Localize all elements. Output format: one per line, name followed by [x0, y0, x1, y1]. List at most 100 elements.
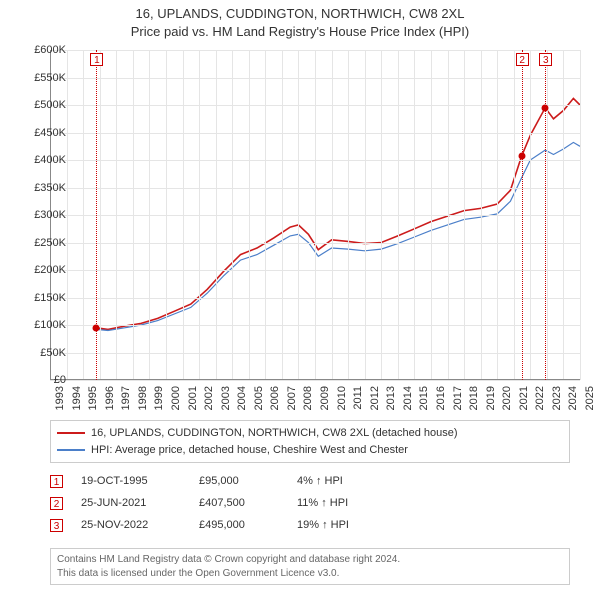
chart-container: 16, UPLANDS, CUDDINGTON, NORTHWICH, CW8 … [0, 0, 600, 590]
legend-swatch [57, 449, 85, 451]
x-tick-label: 2006 [269, 386, 281, 410]
grid-line-v [381, 50, 382, 380]
grid-line-v [464, 50, 465, 380]
grid-line-v [166, 50, 167, 380]
grid-line-v [348, 50, 349, 380]
chart-plot-area: 1 23 [50, 50, 580, 380]
grid-line-v [282, 50, 283, 380]
x-tick-label: 2016 [435, 386, 447, 410]
x-tick-label: 2007 [286, 386, 298, 410]
sales-row-marker: 1 [50, 475, 63, 488]
grid-line-v [530, 50, 531, 380]
sale-marker-box: 3 [539, 53, 552, 66]
legend-row: HPI: Average price, detached house, Ches… [57, 442, 563, 459]
sales-row-price: £495,000 [199, 519, 279, 531]
x-tick-label: 2018 [468, 386, 480, 410]
sales-table: 119-OCT-1995£95,0004% ↑ HPI225-JUN-2021£… [50, 470, 570, 536]
grid-line-v [265, 50, 266, 380]
sales-row-date: 25-JUN-2021 [81, 497, 181, 509]
sales-row-marker: 3 [50, 519, 63, 532]
x-tick-label: 2023 [551, 386, 563, 410]
x-tick-label: 2004 [236, 386, 248, 410]
x-tick-label: 2015 [418, 386, 430, 410]
x-tick-label: 1997 [120, 386, 132, 410]
y-tick-label: £450K [22, 127, 66, 139]
sales-row-price: £407,500 [199, 497, 279, 509]
sale-marker-box: 2 [516, 53, 529, 66]
grid-line-v [298, 50, 299, 380]
x-tick-label: 1999 [153, 386, 165, 410]
y-tick-label: £150K [22, 292, 66, 304]
y-tick-label: £200K [22, 264, 66, 276]
y-tick-label: £100K [22, 319, 66, 331]
x-tick-label: 2021 [518, 386, 530, 410]
x-tick-label: 2011 [352, 386, 364, 410]
sales-row: 325-NOV-2022£495,00019% ↑ HPI [50, 514, 570, 536]
x-tick-label: 2000 [170, 386, 182, 410]
sales-row-delta: 11% ↑ HPI [297, 497, 377, 509]
legend: 16, UPLANDS, CUDDINGTON, NORTHWICH, CW8 … [50, 420, 570, 463]
grid-line-v [216, 50, 217, 380]
sale-marker-dot [518, 152, 525, 159]
x-tick-label: 2001 [187, 386, 199, 410]
x-tick-label: 2002 [203, 386, 215, 410]
sales-row-delta: 4% ↑ HPI [297, 475, 377, 487]
x-tick-label: 2022 [534, 386, 546, 410]
grid-line-v [100, 50, 101, 380]
grid-line-v [365, 50, 366, 380]
x-tick-label: 2014 [402, 386, 414, 410]
grid-line-v [149, 50, 150, 380]
grid-line-h [50, 380, 580, 381]
series-line [96, 142, 580, 330]
y-tick-label: £600K [22, 44, 66, 56]
grid-line-v [116, 50, 117, 380]
grid-line-v [67, 50, 68, 380]
x-tick-label: 2025 [584, 386, 596, 410]
x-tick-label: 2013 [385, 386, 397, 410]
grid-line-v [183, 50, 184, 380]
x-tick-label: 1996 [104, 386, 116, 410]
attribution-line-1: Contains HM Land Registry data © Crown c… [57, 553, 563, 567]
grid-line-v [563, 50, 564, 380]
y-tick-label: £300K [22, 209, 66, 221]
sales-row: 2 25-JUN-2021 £407,500 11% ↑ HPI [50, 492, 570, 514]
sale-marker-vline [545, 50, 546, 380]
x-tick-label: 2010 [336, 386, 348, 410]
x-tick-label: 2009 [319, 386, 331, 410]
grid-line-v [332, 50, 333, 380]
x-tick-label: 2017 [452, 386, 464, 410]
legend-swatch [57, 432, 85, 434]
legend-row: 16, UPLANDS, CUDDINGTON, NORTHWICH, CW8 … [57, 425, 563, 442]
axis-bottom [50, 379, 580, 380]
x-tick-label: 1994 [71, 386, 83, 410]
x-tick-label: 2003 [220, 386, 232, 410]
sales-row-delta: 19% ↑ HPI [297, 519, 377, 531]
grid-line-v [249, 50, 250, 380]
x-tick-label: 1993 [54, 386, 66, 410]
chart-subtitle: Price paid vs. HM Land Registry's House … [0, 23, 600, 41]
attribution-box: Contains HM Land Registry data © Crown c… [50, 548, 570, 585]
sales-row-price: £95,000 [199, 475, 279, 487]
y-tick-label: £500K [22, 99, 66, 111]
grid-line-v [199, 50, 200, 380]
chart-title: 16, UPLANDS, CUDDINGTON, NORTHWICH, CW8 … [0, 0, 600, 23]
sale-marker-dot [542, 104, 549, 111]
sales-row-marker: 2 [50, 497, 63, 510]
grid-line-v [514, 50, 515, 380]
grid-line-v [414, 50, 415, 380]
grid-line-v [315, 50, 316, 380]
grid-line-v [232, 50, 233, 380]
x-tick-label: 2012 [369, 386, 381, 410]
grid-line-v [133, 50, 134, 380]
grid-line-v [547, 50, 548, 380]
x-tick-label: 1998 [137, 386, 149, 410]
sale-marker-vline [522, 50, 523, 380]
sale-marker-box: 1 [90, 53, 103, 66]
x-tick-label: 2008 [302, 386, 314, 410]
x-tick-label: 2019 [485, 386, 497, 410]
y-tick-label: £550K [22, 72, 66, 84]
x-tick-label: 2005 [253, 386, 265, 410]
sale-marker-dot [93, 324, 100, 331]
grid-line-v [448, 50, 449, 380]
grid-line-v [481, 50, 482, 380]
